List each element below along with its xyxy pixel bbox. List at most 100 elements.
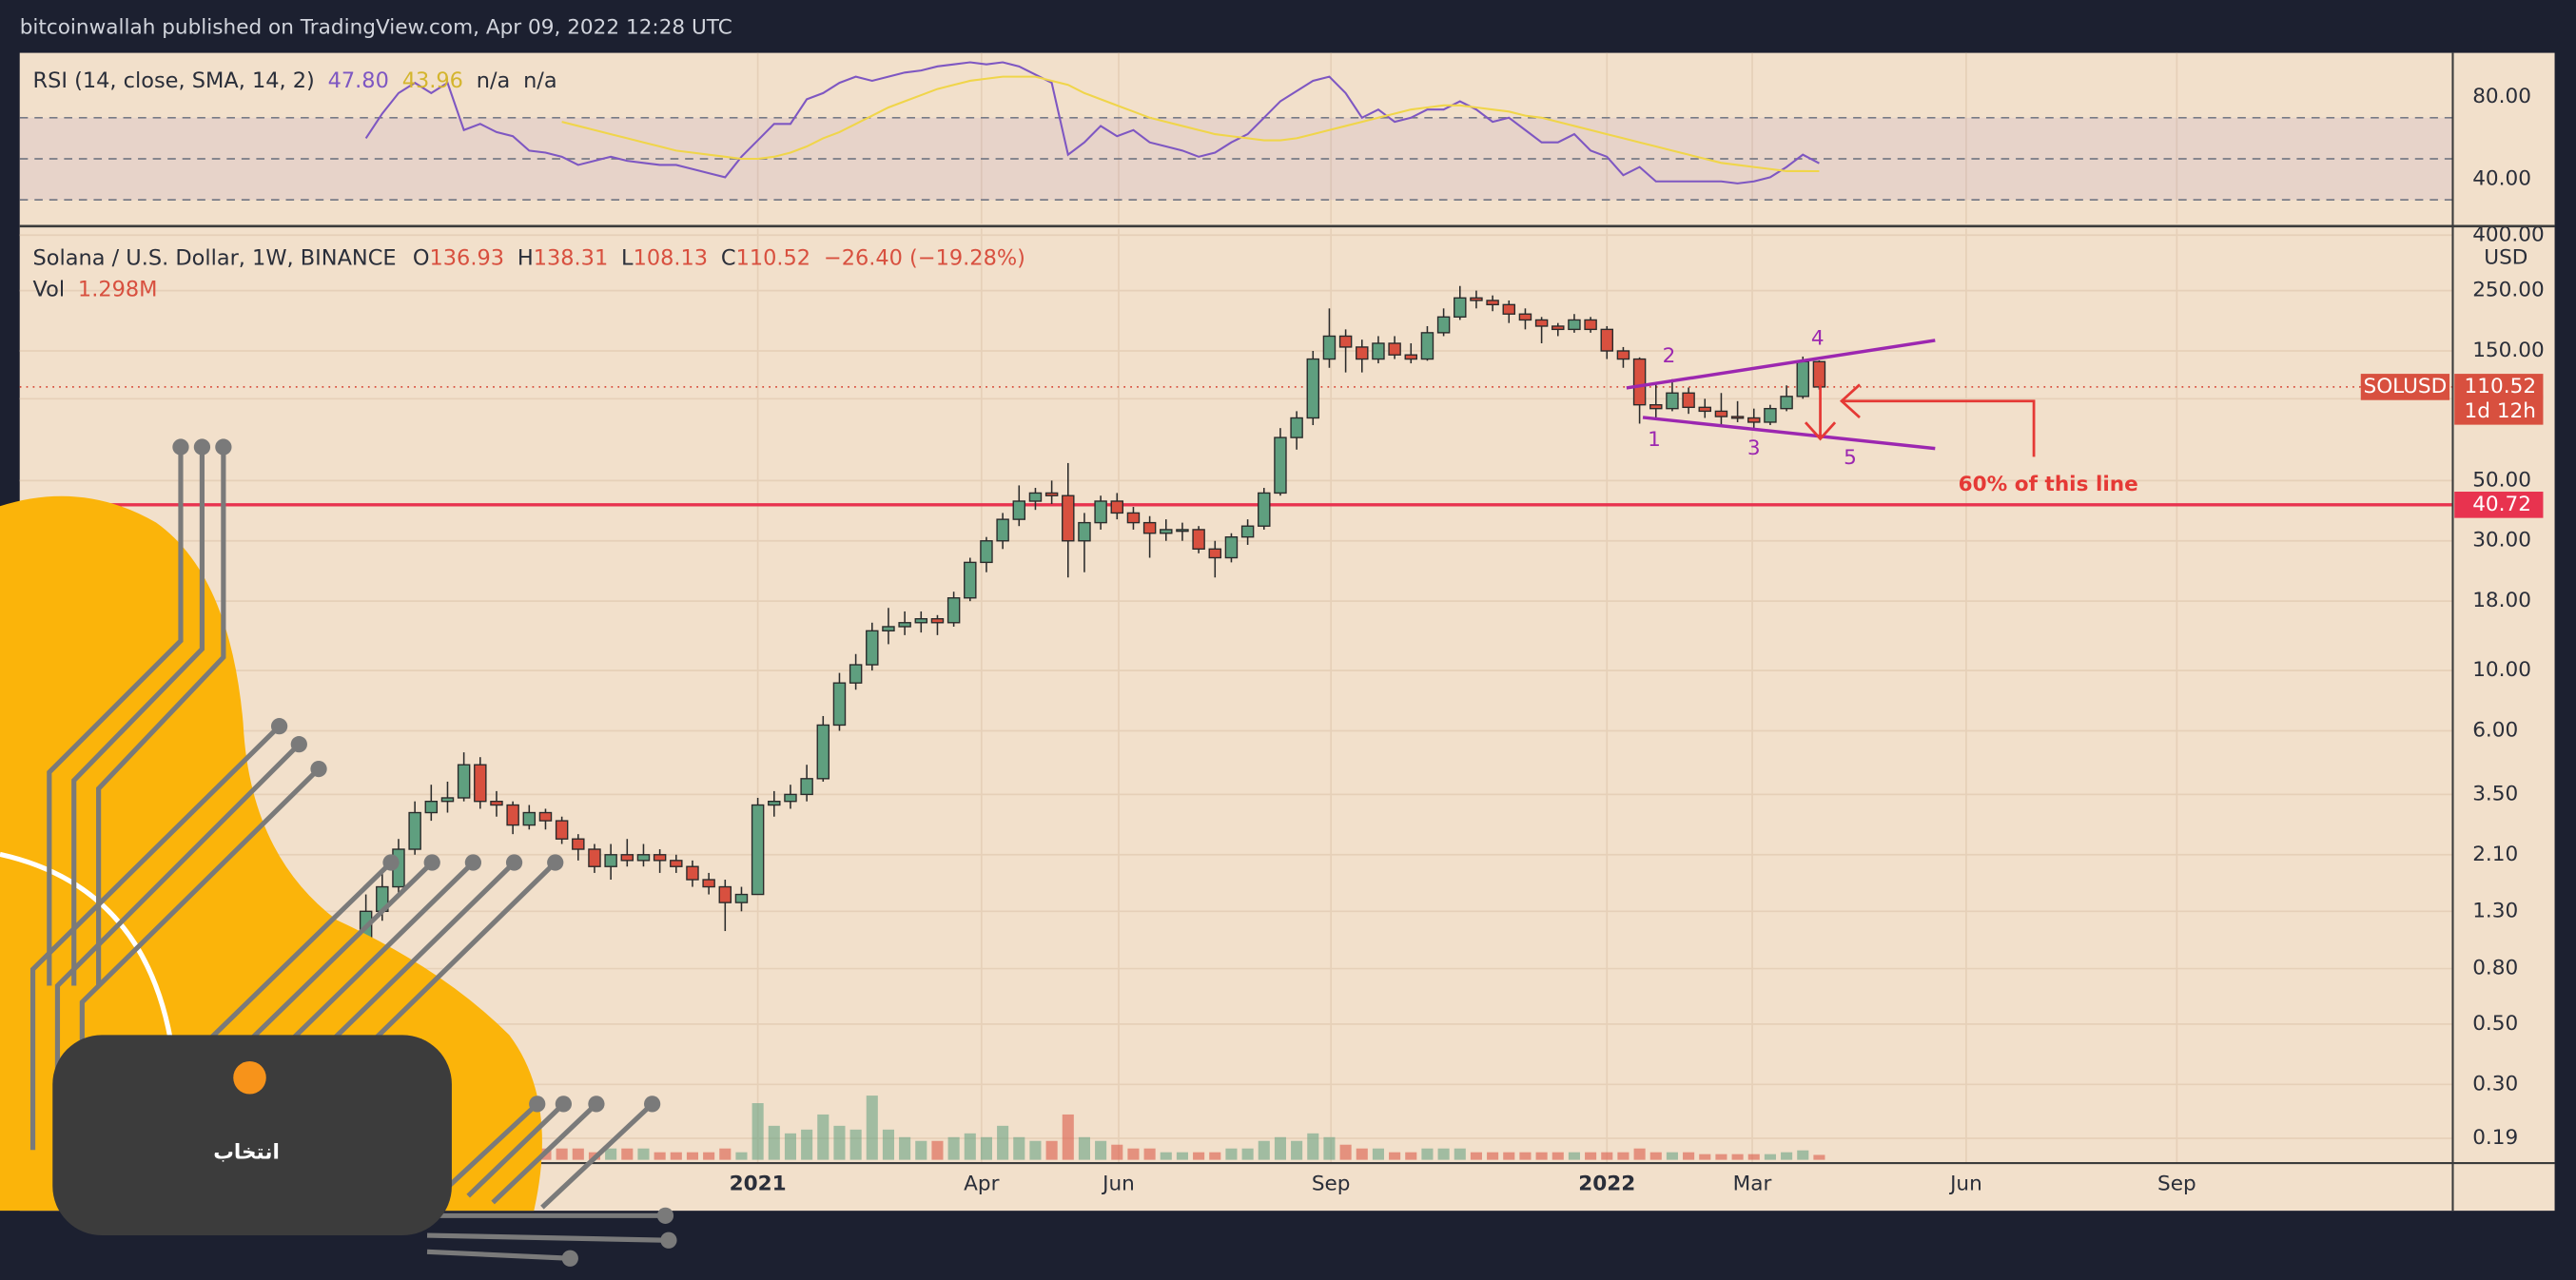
volume-bar [1781, 1152, 1793, 1160]
volume-bar [1291, 1140, 1303, 1160]
volume-bar [1062, 1114, 1074, 1160]
volume-bar [1029, 1140, 1042, 1160]
candle-body [1518, 313, 1532, 321]
volume-bar [1111, 1144, 1123, 1160]
candle-body [1632, 358, 1647, 406]
volume-bar [719, 1148, 732, 1160]
y-tick-label: 2.10 [2472, 843, 2518, 866]
volume-bar [1421, 1148, 1434, 1160]
candle-body [768, 801, 781, 806]
x-tick-label: Jun [1948, 1173, 1982, 1196]
volume-bar [1143, 1148, 1156, 1160]
candle-body [930, 618, 945, 624]
volume-bar [1519, 1152, 1532, 1160]
candle-body [1682, 392, 1695, 409]
volume-bar [637, 1148, 650, 1160]
volume-bar [947, 1136, 960, 1160]
arrow [1843, 399, 2036, 457]
candle-body [1208, 548, 1222, 559]
candle-body [1078, 521, 1091, 542]
volume-title: Vol [33, 277, 66, 301]
volume-bar [1323, 1136, 1336, 1160]
candle-body [1094, 500, 1107, 524]
candle-body [1110, 500, 1124, 514]
candle-body [686, 865, 699, 881]
candle-body [1486, 300, 1499, 306]
volume-bar [882, 1129, 895, 1160]
candle-body [1044, 492, 1059, 496]
candle-body [1290, 417, 1303, 438]
volume-bar [1258, 1140, 1270, 1160]
y-tick-label: 80.00 [2472, 85, 2531, 108]
rsi-line [364, 61, 1820, 184]
candle-body [572, 838, 585, 850]
price-tag [2454, 374, 2544, 425]
volume-bar [1209, 1152, 1221, 1160]
candle-body [996, 518, 1009, 542]
volume-bar [1078, 1136, 1090, 1160]
y-tick-label: 0.80 [2472, 957, 2518, 980]
volume-bar [1666, 1152, 1678, 1160]
candle-body [1062, 495, 1075, 542]
volume-bar [1013, 1136, 1025, 1160]
symbol-tag [2360, 374, 2450, 400]
candle-body [555, 820, 569, 840]
price-legend: Solana / U.S. Dollar, 1W, BINANCE O136.93… [33, 245, 1025, 270]
volume-bar [1405, 1152, 1417, 1160]
symbol-tag-text: SOLUSD [2364, 375, 2448, 398]
volume-bar [1160, 1152, 1172, 1160]
volume-bar [1617, 1152, 1630, 1160]
volume-bar [1487, 1152, 1499, 1160]
volume-bar [849, 1129, 862, 1160]
logo-coin [233, 1060, 266, 1095]
candle-body [1192, 529, 1205, 551]
candle-body [1698, 406, 1712, 413]
y-tick-label: 3.50 [2472, 782, 2518, 805]
ohlc-label: O [413, 245, 430, 270]
candle-body [474, 764, 487, 803]
volume-bar [1503, 1152, 1515, 1160]
candle-body [1454, 297, 1467, 318]
candle-body [1666, 392, 1679, 410]
logo-curve [0, 851, 175, 1053]
volume-bar [1585, 1152, 1597, 1160]
volume-bar [1699, 1154, 1711, 1160]
logo-text: انتخاب [213, 1141, 280, 1165]
volume-bar [670, 1152, 682, 1160]
y-tick-label: 250.00 [2472, 279, 2545, 302]
candle-body [832, 682, 847, 727]
candle-body [1176, 529, 1189, 533]
volume-bar [1339, 1144, 1352, 1160]
candle-body [1012, 500, 1026, 520]
candle-body [1600, 328, 1614, 352]
volume-bar [751, 1103, 764, 1160]
candle-body [1502, 303, 1516, 315]
volume-bar [833, 1125, 846, 1160]
volume-bar [686, 1152, 699, 1160]
candle-body [1258, 492, 1271, 527]
volume-bar [817, 1114, 829, 1160]
candle-body [1649, 403, 1663, 410]
volume-bar [1193, 1152, 1205, 1160]
volume-bar [1127, 1148, 1140, 1160]
y-tick-label: 0.19 [2472, 1126, 2518, 1150]
level-tag [2454, 492, 2544, 518]
legend-value: n/a [523, 68, 557, 92]
volume-bar [866, 1096, 878, 1160]
candle-body [964, 561, 977, 599]
candle-body [816, 724, 830, 780]
candle-body [1436, 316, 1451, 334]
volume-bar [1601, 1152, 1613, 1160]
y-tick-label: 18.00 [2472, 589, 2531, 612]
indicator-title: RSI (14, close, SMA, 14, 2) [33, 68, 315, 92]
arrow-head [1839, 383, 1861, 419]
candle-body [522, 811, 537, 826]
volume-bar [1437, 1148, 1450, 1160]
candle-body [784, 793, 797, 803]
candle-body [604, 854, 617, 867]
candle-body [1764, 407, 1777, 423]
x-tick-label: 2021 [730, 1173, 787, 1196]
candle-body [1028, 492, 1043, 502]
candle-body [914, 618, 928, 624]
